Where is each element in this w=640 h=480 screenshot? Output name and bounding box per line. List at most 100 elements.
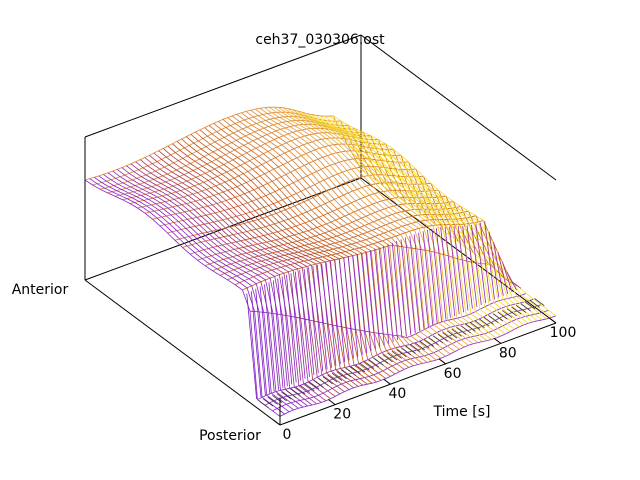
floor-line bbox=[433, 335, 444, 344]
floor-line bbox=[474, 320, 485, 329]
floor-line bbox=[520, 303, 531, 312]
x-tick bbox=[328, 399, 336, 406]
surface-curtain-line bbox=[387, 244, 398, 341]
surface-mesh bbox=[84, 106, 557, 417]
x-tick bbox=[272, 419, 281, 426]
floor-line bbox=[511, 306, 522, 315]
floor-line bbox=[483, 316, 494, 325]
floor-line bbox=[525, 301, 536, 310]
surface-line-ap bbox=[259, 107, 456, 352]
y-axis-label-anterior: Anterior bbox=[12, 282, 69, 298]
x-tick-label: 40 bbox=[388, 386, 406, 402]
surface-line-time bbox=[92, 111, 369, 186]
floor-line bbox=[469, 321, 481, 330]
floor-line bbox=[276, 393, 287, 402]
floor-line bbox=[497, 311, 508, 320]
floor-line bbox=[304, 383, 315, 392]
floor-line bbox=[442, 332, 453, 341]
surface-curtain-line bbox=[435, 228, 447, 320]
surface-line-ap bbox=[300, 111, 497, 339]
surface-curtain-line bbox=[290, 273, 301, 381]
floor-line bbox=[515, 304, 527, 313]
surface-curtain-line bbox=[325, 262, 337, 366]
surface-curtain-line bbox=[449, 226, 460, 315]
floor-line bbox=[460, 325, 471, 334]
surface-curtain-line bbox=[431, 228, 442, 322]
surface-curtain-line bbox=[316, 264, 328, 370]
floor-line bbox=[267, 396, 278, 405]
surface-curtain-line bbox=[294, 271, 306, 379]
surface-line-ap bbox=[236, 113, 433, 362]
floor-line bbox=[437, 333, 448, 342]
floor-line bbox=[391, 350, 402, 359]
surface-line-ap bbox=[149, 154, 345, 393]
y-axis-label-posterior: Posterior bbox=[199, 428, 261, 444]
floor-line bbox=[529, 299, 540, 308]
surface-line-ap bbox=[337, 125, 534, 323]
floor-line bbox=[354, 364, 366, 373]
surface-line-ap bbox=[277, 106, 474, 345]
surface-curtain-line bbox=[374, 248, 385, 346]
floor-line bbox=[295, 386, 306, 395]
surface-line-ap bbox=[254, 108, 451, 355]
plot-box-front bbox=[84, 279, 557, 426]
surface-line-ap bbox=[218, 121, 414, 367]
surface-curtain-line bbox=[347, 256, 359, 357]
floor-line bbox=[336, 371, 347, 380]
surface-line-ap bbox=[323, 115, 520, 328]
floor-line bbox=[446, 330, 458, 339]
floor-line bbox=[299, 384, 310, 393]
floor-line bbox=[327, 374, 338, 383]
surface-curtain-line bbox=[471, 224, 482, 305]
surface-line-ap bbox=[268, 106, 465, 348]
surface-curtain-line bbox=[264, 284, 275, 392]
floor-line bbox=[400, 347, 412, 356]
floor-line bbox=[377, 355, 389, 364]
floor-line bbox=[419, 340, 430, 349]
x-tick-label: 80 bbox=[499, 345, 517, 361]
floor-line bbox=[364, 361, 375, 369]
box-edge bbox=[360, 177, 557, 324]
floor-line bbox=[345, 367, 356, 376]
surface-curtain-line bbox=[250, 291, 262, 398]
surface-curtain-line bbox=[453, 226, 464, 313]
surface-curtain-line bbox=[440, 227, 451, 318]
floor-line bbox=[423, 338, 435, 347]
surface-curtain-line bbox=[413, 234, 425, 329]
surface-line-ap bbox=[250, 109, 446, 357]
surface-curtain-line bbox=[281, 276, 293, 385]
surface-curtain-line bbox=[286, 274, 297, 383]
floor-line bbox=[410, 344, 421, 352]
surface-curtain-line bbox=[361, 252, 372, 352]
surface-curtain-line bbox=[378, 247, 390, 344]
surface-line-ap bbox=[282, 107, 479, 343]
x-tick-label: 0 bbox=[283, 427, 292, 443]
floor-line bbox=[479, 318, 490, 327]
surface-line-ap bbox=[328, 115, 525, 326]
floor-line bbox=[262, 398, 274, 407]
y-axis-line bbox=[84, 279, 281, 426]
floor-line bbox=[368, 359, 379, 368]
surface-curtain-line bbox=[400, 239, 412, 335]
surface-curtain-line bbox=[497, 251, 509, 294]
floor-line bbox=[359, 362, 370, 371]
surface-line-ap bbox=[204, 127, 400, 372]
floor-line bbox=[465, 323, 476, 332]
floor-line bbox=[451, 328, 462, 337]
floor-line bbox=[331, 372, 343, 381]
surface-curtain-line bbox=[457, 226, 469, 311]
surface-curtain-line bbox=[510, 280, 522, 289]
surface-line-ap bbox=[199, 129, 396, 375]
surface-curtain-line bbox=[259, 286, 271, 394]
surface-curtain-line bbox=[303, 268, 315, 376]
floor-line bbox=[285, 389, 297, 398]
surface-curtain-line bbox=[383, 245, 394, 342]
surface-line-ap bbox=[333, 115, 529, 324]
surface-curtain-line bbox=[321, 263, 332, 368]
surface-line-ap bbox=[227, 117, 423, 364]
surface-curtain-line bbox=[255, 288, 266, 396]
floor-line bbox=[281, 391, 292, 400]
x-axis-line bbox=[279, 322, 557, 426]
x-tick bbox=[548, 317, 557, 324]
floor-line bbox=[428, 337, 439, 346]
